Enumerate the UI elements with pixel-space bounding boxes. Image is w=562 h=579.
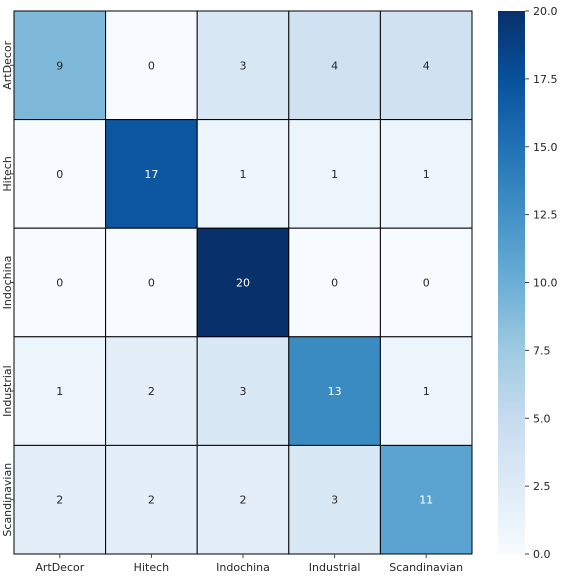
cell-value-label: 0 (148, 59, 155, 72)
x-tick-label: ArtDecor (35, 561, 84, 574)
cell-value-label: 1 (423, 385, 430, 398)
cell-value-label: 20 (236, 277, 250, 290)
x-tick-label: Indochina (216, 561, 270, 574)
cell-value-label: 2 (56, 494, 63, 507)
heatmap-cell (379, 227, 473, 338)
y-tick-label: Scandinavian (1, 463, 14, 537)
heatmap-cell (13, 119, 107, 229)
x-tick-label: Industrial (309, 561, 361, 574)
y-tick-label: Hitech (1, 156, 14, 191)
heatmap-cell (288, 10, 381, 121)
cell-value-label: 2 (148, 494, 155, 507)
cell-value-label: 2 (240, 494, 247, 507)
cell-value-label: 13 (328, 385, 342, 398)
colorbar-ticks: 0.0 2.5 5.0 7.5 10.0 12.5 15.0 17.5 20.0 (525, 5, 558, 561)
cell-value-label: 4 (331, 59, 338, 72)
colorbar-tick-label: 17.5 (533, 73, 558, 86)
cell-value-label: 3 (331, 494, 338, 507)
cell-value-label: 4 (423, 59, 430, 72)
cell-value-label: 2 (148, 385, 155, 398)
y-axis-ticks: ArtDecor Hitech Indochina Industrial Scandin… (1, 40, 14, 537)
cell-value-label: 9 (56, 59, 63, 72)
colorbar-tick-label: 2.5 (533, 480, 551, 493)
colorbar-tick-label: 10.0 (533, 277, 558, 290)
x-axis-ticks: ArtDecor Hitech Indochina Industrial Scandin… (35, 554, 463, 574)
x-tick-label: Hitech (134, 561, 169, 574)
heatmap-cell (196, 10, 290, 121)
heatmap-cell (288, 336, 381, 446)
cell-value-label: 0 (331, 277, 338, 290)
y-tick-label: ArtDecor (1, 40, 14, 89)
cell-value-label: 1 (240, 168, 247, 181)
heatmap-cell (105, 227, 198, 338)
cell-value-label: 0 (56, 168, 63, 181)
y-tick-label: Industrial (1, 365, 14, 417)
heatmap-cell (105, 336, 198, 446)
cell-value-label: 3 (240, 385, 247, 398)
colorbar-tick-label: 15.0 (533, 141, 558, 154)
cell-value-label: 17 (144, 168, 158, 181)
colorbar-tick-label: 7.5 (533, 344, 551, 357)
heatmap-cell (196, 444, 290, 555)
heatmap-cell (196, 336, 290, 446)
colorbar-gradient (498, 11, 525, 554)
x-tick-label: Scandinavian (389, 561, 463, 574)
y-tick-label: Indochina (1, 256, 14, 310)
colorbar (498, 11, 525, 554)
heatmap-cell (379, 119, 473, 229)
colorbar-tick-label: 5.0 (533, 412, 551, 425)
heatmap-cell (105, 444, 198, 555)
heatmap-cells: 9 0 3 4 40 17 1 1 10 0 20 0 01 2 3 13 12 2 2 3 11 (13, 10, 473, 555)
cell-value-label: 1 (423, 168, 430, 181)
cell-value-label: 0 (56, 277, 63, 290)
cell-value-label: 3 (240, 59, 247, 72)
heatmap-cell (105, 10, 198, 121)
heatmap-cell (196, 227, 290, 338)
cell-value-label: 11 (419, 494, 433, 507)
cell-value-label: 1 (331, 168, 338, 181)
heatmap-cell (379, 10, 473, 121)
cell-value-label: 0 (148, 277, 155, 290)
cell-value-label: 0 (423, 277, 430, 290)
heatmap-cell (379, 336, 473, 446)
heatmap-cell (13, 444, 107, 555)
heatmap-cell (288, 227, 381, 338)
colorbar-tick-label: 12.5 (533, 209, 558, 222)
colorbar-tick-label: 20.0 (533, 5, 558, 18)
heatmap-cell (379, 444, 473, 555)
cell-value-label: 1 (56, 385, 63, 398)
heatmap-cell (13, 10, 107, 121)
colorbar-tick-label: 0.0 (533, 548, 551, 561)
heatmap-cell (196, 119, 290, 229)
